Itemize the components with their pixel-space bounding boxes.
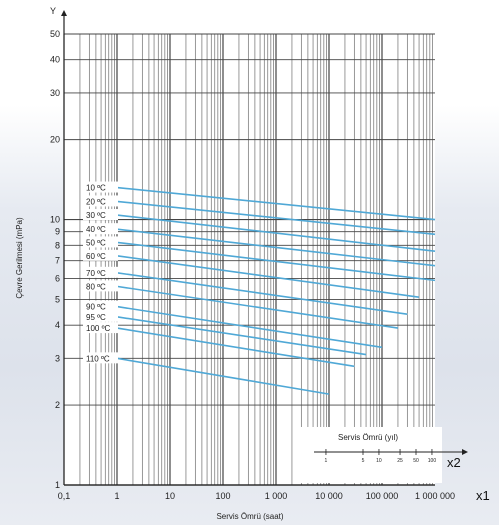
y-tick-label: 3 (55, 353, 60, 363)
series-line (116, 228, 436, 267)
series-line (116, 285, 399, 329)
service-life-years-inset: Servis Ömrü (yıl) 1 5 10 25 50 100 x2 (296, 427, 468, 483)
y-tick-label: 20 (50, 135, 60, 145)
series-label-background (83, 236, 118, 248)
inset-axis-arrow (462, 449, 468, 455)
x-tick-label: 10 (165, 491, 175, 501)
inset-tick-label: 100 (428, 458, 437, 464)
series-label-background (83, 223, 118, 235)
series-label: 30 ºC (86, 211, 106, 220)
series-label: 40 ºC (86, 225, 106, 234)
series-label-background (83, 310, 118, 322)
y-tick-label: 40 (50, 55, 60, 65)
y-tick-label: 10 (50, 215, 60, 225)
series-label-background (83, 300, 118, 312)
y-axis-letter: Y (50, 6, 56, 16)
y-tick-label: 8 (55, 240, 60, 250)
series-label: 80 ºC (86, 282, 106, 291)
y-tick-label: 5 (55, 294, 60, 304)
y-tick-label: 30 (50, 88, 60, 98)
y-tick-label: 50 (50, 29, 60, 39)
series-label-background (83, 266, 118, 278)
series-line (116, 186, 436, 221)
series-label-background (83, 322, 118, 334)
inset-tick-label: 50 (413, 458, 419, 464)
inset-tick-label: 10 (376, 458, 382, 464)
inset-title: Servis Ömrü (yıl) (338, 433, 398, 442)
series-line (116, 316, 367, 356)
series-line (116, 255, 420, 298)
series-label-background (83, 195, 118, 207)
y-axis-title: Çevre Gerilmesi (mPa) (15, 217, 24, 299)
series-label-background (83, 352, 118, 364)
inset-tick-label: 5 (362, 458, 365, 464)
series-label: 100 ºC (86, 324, 110, 333)
series-line (116, 214, 436, 252)
y-tick-label: 2 (55, 400, 60, 410)
plot-background (64, 34, 435, 485)
y-tick-label: 6 (55, 273, 60, 283)
series-label: 60 ºC (86, 252, 106, 261)
series-label: 20 ºC (86, 197, 106, 206)
series-label: 95 ºC (86, 313, 106, 322)
series-label-background (83, 209, 118, 221)
series-label-background (83, 249, 118, 261)
series-label: 110 ºC (86, 354, 110, 363)
series-label: 10 ºC (86, 184, 106, 193)
series-label: 90 ºC (86, 303, 106, 312)
series-line (116, 327, 355, 368)
y-tick-label: 9 (55, 227, 60, 237)
x-tick-label: 1 000 000 (415, 491, 455, 501)
series-label-background (83, 280, 118, 292)
series-line (116, 357, 330, 395)
x-axis-title: Servis Ömrü (saat) (216, 512, 283, 521)
x-tick-label: 0,1 (58, 491, 71, 501)
y-axis-arrow (61, 10, 67, 16)
inset-tick-label: 1 (325, 458, 328, 464)
series-line (116, 241, 436, 282)
tick-labels: 0,1 1 10 100 1 000 10 000 100 000 1 000 0001234… (50, 29, 455, 501)
series-label: 70 ºC (86, 269, 106, 278)
series-line (116, 305, 383, 349)
x-tick-label: 1 (114, 491, 119, 501)
series-label-background (83, 181, 118, 193)
y-tick-label: 7 (55, 256, 60, 266)
series-label: 50 ºC (86, 238, 106, 247)
x-tick-label: 1 000 (265, 491, 288, 501)
series-line (116, 200, 436, 236)
inset-box (296, 427, 442, 483)
plot-frame (61, 10, 435, 486)
y-tick-label: 4 (55, 320, 60, 330)
y-tick-label: 1 (55, 480, 60, 490)
inset-multiplier-label: x2 (447, 455, 461, 470)
x-multiplier-label: x1 (476, 488, 490, 503)
x-tick-label: 10 000 (315, 491, 343, 501)
x-tick-label: 100 (215, 491, 230, 501)
series-labels: 10 ºC 20 ºC 30 ºC 40 ºC 50 ºC 60 ºC 70 ºC 80 ºC… (83, 181, 118, 364)
x-tick-label: 100 000 (366, 491, 399, 501)
inset-tick-label: 25 (397, 458, 403, 464)
series-lines (116, 186, 436, 395)
series-line (116, 272, 408, 315)
